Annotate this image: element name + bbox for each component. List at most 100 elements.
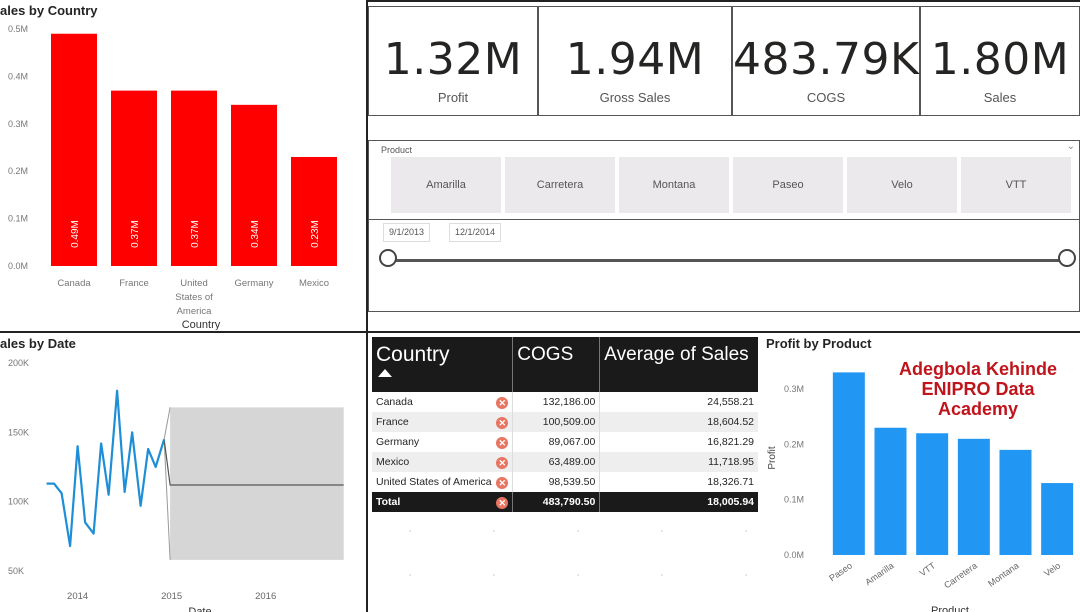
slicer-item-velo[interactable]: Velo [847, 157, 957, 213]
profit-value: 1.32M [383, 34, 523, 85]
chevron-down-icon[interactable]: ⌄ [1066, 141, 1075, 152]
data-label: 0.37M [190, 220, 201, 248]
y-tick-label: 0.1M [784, 495, 804, 505]
sales-card[interactable]: 1.80M Sales [920, 6, 1080, 116]
total-average-of-sales: 18,005.94 [707, 496, 754, 508]
gross-sales-value: 1.94M [565, 34, 705, 85]
cogs-cell: 89,067.00 [512, 432, 601, 452]
bar [832, 372, 865, 555]
table-row[interactable]: Canada ✕ 132,186.00 24,558.21 [372, 392, 758, 412]
x-axis-title: Date [188, 606, 211, 612]
close-circle-icon[interactable]: ✕ [496, 496, 509, 509]
cogs-card[interactable]: 483.79K COGS [732, 6, 920, 116]
sales-by-date-panel: ales by Date 50K 100K 150K 200K 2014 2015 2016… [0, 333, 366, 612]
table-row[interactable]: Germany ✕ 89,067.00 16,821.29 [372, 432, 758, 452]
sales-by-country-chart: 0.0M 0.1M 0.2M 0.3M 0.4M 0.5M 0.49M Canada 0.37M… [8, 24, 337, 330]
watermark-line-2: ENIPRO Data [921, 379, 1035, 399]
sales-by-country-panel: ales by Country 0.0M 0.1M 0.2M 0.3M 0.4M 0.5M… [0, 0, 366, 330]
table-row[interactable]: France ✕ 100,509.00 18,604.52 [372, 412, 758, 432]
matrix-area: Country COGS Average of Sales Canada ✕ 132… [368, 333, 760, 612]
total-label: Total [376, 495, 401, 508]
header-country-label: Country [376, 343, 450, 366]
date-start-input[interactable]: 9/1/2013 [383, 223, 431, 242]
average-of-sales-cell: 16,821.29 [707, 436, 754, 448]
y-tick-label: 0.2M [784, 439, 804, 449]
country-name: Mexico [376, 455, 410, 468]
slicer-item-carretera[interactable]: Carretera [505, 157, 615, 213]
top-divider [366, 0, 1080, 2]
bar [916, 433, 949, 555]
profit-by-product-title: Profit by Product [766, 336, 872, 351]
data-label: 0.34M [250, 220, 261, 248]
average-of-sales-cell: 18,604.52 [707, 416, 754, 428]
table-row[interactable]: Mexico ✕ 63,489.00 11,718.95 [372, 452, 758, 472]
country-name: United States of America [376, 475, 492, 488]
forecast-connector [163, 439, 171, 560]
close-circle-icon[interactable]: ✕ [496, 396, 509, 409]
x-tick-label: VTT [918, 560, 938, 578]
x-tick-label: Paseo [827, 560, 854, 583]
date-end-input[interactable]: 12/1/2014 [449, 223, 502, 242]
data-label: 0.37M [130, 220, 141, 248]
x-tick-label: Amarilla [863, 560, 895, 587]
bar [874, 427, 907, 555]
x-tick-label: America [177, 306, 213, 317]
y-tick-label: 0.5M [8, 24, 28, 34]
header-average-of-sales[interactable]: Average of Sales [604, 344, 749, 365]
y-tick-label: 0.2M [8, 166, 28, 176]
y-tick-label: 0.0M [8, 261, 28, 271]
sales-by-date-title: ales by Date [0, 336, 76, 351]
forecast-connector [163, 407, 171, 440]
x-tick-label: States of [175, 292, 213, 303]
x-axis-title: Product [931, 605, 969, 612]
date-slider-start-handle[interactable] [379, 249, 397, 267]
date-slider-end-handle[interactable] [1058, 249, 1076, 267]
slicer-item-paseo[interactable]: Paseo [733, 157, 843, 213]
close-circle-icon[interactable]: ✕ [496, 416, 509, 429]
bar [999, 449, 1032, 555]
country-cell: Germany ✕ [372, 432, 514, 452]
cogs-label: COGS [806, 90, 846, 105]
close-circle-icon[interactable]: ✕ [496, 436, 509, 449]
country-cell: France ✕ [372, 412, 514, 432]
x-tick-label: 2014 [67, 591, 88, 602]
x-tick-label: Montana [986, 560, 1020, 588]
y-tick-label: 200K [8, 358, 29, 368]
header-country[interactable]: Country [372, 337, 514, 392]
x-tick-label: France [119, 278, 149, 289]
x-tick-label: United [180, 278, 207, 289]
forecast-band [170, 407, 344, 560]
y-tick-label: 150K [8, 427, 29, 437]
bar [111, 90, 157, 267]
header-cogs[interactable]: COGS [512, 337, 601, 392]
table-row[interactable]: United States of America ✕ 98,539.50 18,326… [372, 472, 758, 492]
close-circle-icon[interactable]: ✕ [496, 456, 509, 469]
y-tick-label: 50K [8, 566, 24, 576]
x-tick-label: 2016 [255, 591, 276, 602]
x-tick-label: Canada [57, 278, 91, 289]
sales-by-date-chart: 50K 100K 150K 200K 2014 2015 2016 Date [8, 358, 344, 612]
x-tick-label: Velo [1042, 560, 1062, 578]
slicer-item-montana[interactable]: Montana [619, 157, 729, 213]
gross-sales-card[interactable]: 1.94M Gross Sales [538, 6, 732, 116]
country-matrix: Country COGS Average of Sales Canada ✕ 132… [372, 337, 758, 513]
total-cogs: 483,790.50 [512, 492, 601, 512]
x-axis-title: Country [182, 319, 221, 330]
close-circle-icon[interactable]: ✕ [496, 476, 509, 489]
y-tick-label: 0.1M [8, 214, 28, 224]
y-tick-label: 0.4M [8, 71, 28, 81]
profit-by-product-panel: Profit by Product Adegbola Kehinde ENIPR… [760, 333, 1080, 612]
x-tick-label: Mexico [299, 278, 329, 289]
bar [231, 104, 277, 266]
sales-line [46, 389, 166, 548]
x-tick-label: Germany [234, 278, 273, 289]
y-tick-label: 0.3M [8, 119, 28, 129]
slicer-item-amarilla[interactable]: Amarilla [391, 157, 501, 213]
profit-card[interactable]: 1.32M Profit [368, 6, 538, 116]
cogs-cell: 132,186.00 [512, 392, 601, 412]
date-slider-track [389, 259, 1069, 262]
sort-ascending-icon[interactable] [378, 369, 392, 377]
matrix-header-row: Country COGS Average of Sales [372, 337, 758, 392]
data-label: 0.49M [70, 220, 81, 248]
slicer-item-vtt[interactable]: VTT [961, 157, 1071, 213]
